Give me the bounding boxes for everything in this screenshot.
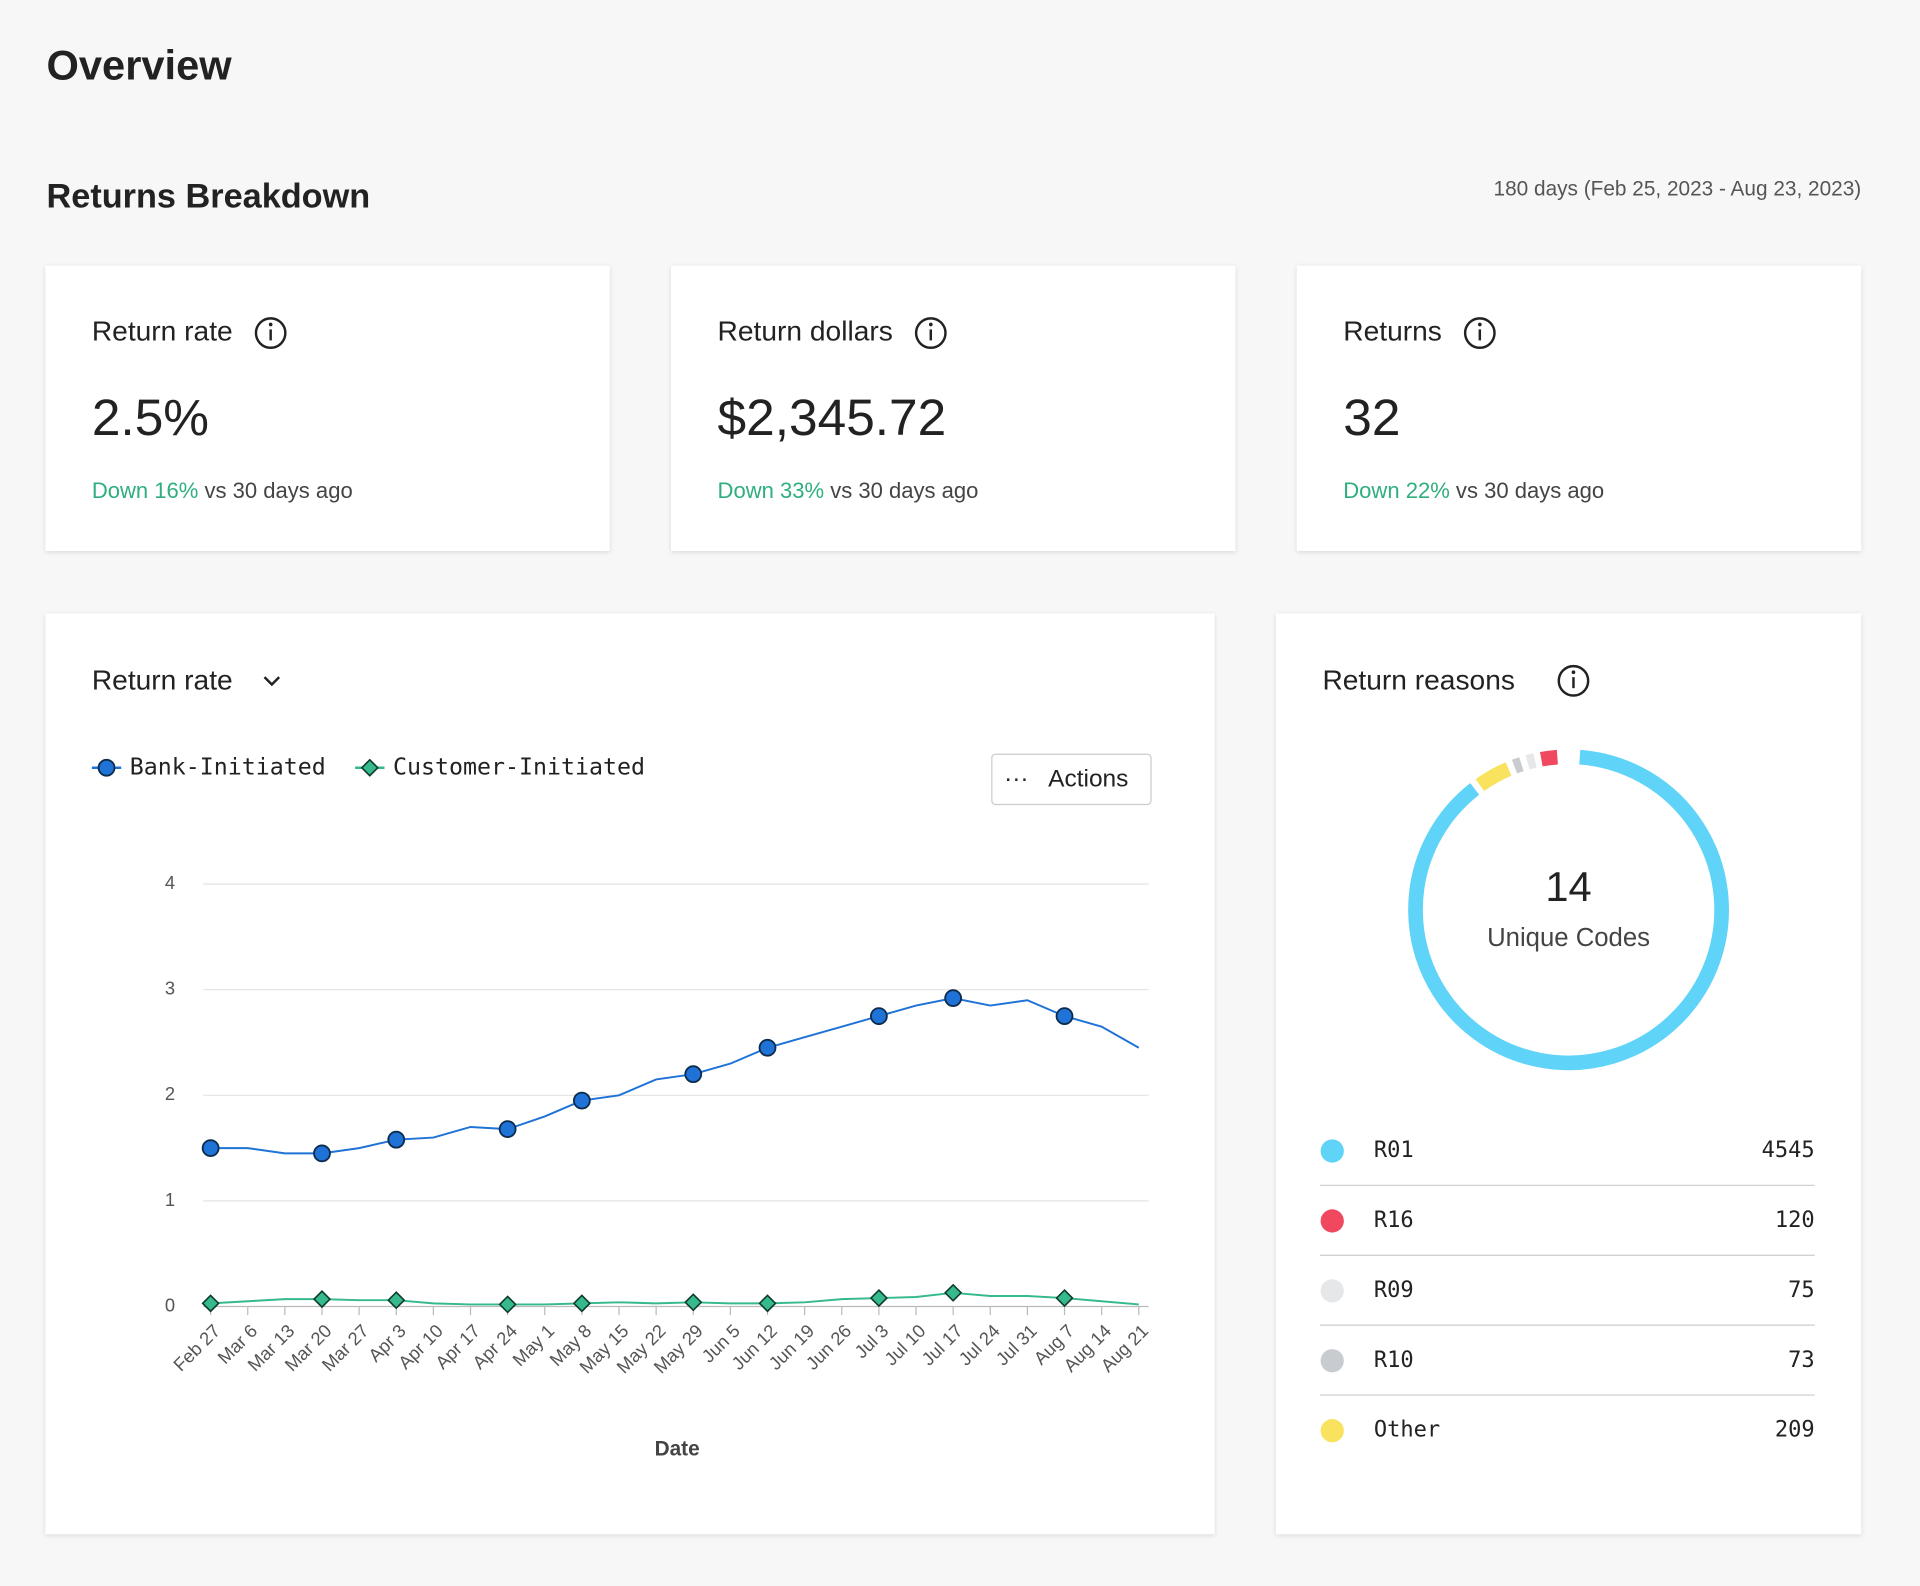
y-tick-label: 4 [165, 872, 175, 893]
legend-dot [1320, 1209, 1344, 1233]
kpi-change: Down 22% [1343, 478, 1450, 503]
kpi-value: $2,345.72 [718, 388, 947, 446]
legend-item: Bank-Initiated [91, 753, 326, 780]
series-line [210, 1291, 1139, 1306]
info-icon[interactable] [1557, 664, 1590, 697]
y-tick-label: 2 [165, 1083, 175, 1104]
donut-title: Return reasons [1322, 664, 1515, 695]
legend-value: 75 [1788, 1278, 1815, 1303]
legend-label: Bank-Initiated [130, 753, 326, 780]
legend-dot [1320, 1279, 1344, 1303]
point-marker [944, 989, 963, 1008]
kpi-card [671, 265, 1236, 552]
point-marker [758, 1038, 777, 1057]
info-ring [914, 317, 947, 349]
kpi-change: Down 33% [718, 478, 825, 503]
point-marker [869, 1288, 888, 1308]
donut-segment [1525, 753, 1537, 770]
x-axis-title: Date [655, 1437, 700, 1460]
info-ring [254, 317, 287, 349]
date-range: 180 days (Feb 25, 2023 - Aug 23, 2023) [1494, 177, 1862, 200]
point-marker [758, 1294, 777, 1313]
point-marker [97, 758, 116, 777]
point-marker [870, 1007, 888, 1025]
info-icon[interactable] [254, 317, 287, 349]
info-icon[interactable] [914, 317, 947, 349]
donut-center-value: 14 [1545, 863, 1591, 910]
donut-segment [1540, 749, 1558, 767]
actions-dots[interactable]: ··· [1004, 765, 1028, 792]
kpi-comparison: vs 30 days ago [205, 478, 353, 503]
donut-segment [1408, 749, 1729, 1071]
point-marker [312, 1290, 332, 1309]
point-marker [498, 1295, 517, 1314]
point-marker [572, 1294, 591, 1313]
info-icon[interactable] [1463, 317, 1496, 349]
kpi-card [45, 265, 610, 552]
kpi-card [1296, 265, 1862, 552]
point-marker [573, 1091, 591, 1110]
donut-segment [1511, 757, 1524, 774]
chart-title[interactable]: Return rate [92, 664, 233, 695]
kpi-label: Returns [1343, 315, 1442, 346]
chart-card [45, 613, 1215, 1535]
donut-segment [1475, 762, 1512, 792]
legend-dot [1320, 1349, 1344, 1373]
kpi-comparison: vs 30 days ago [830, 478, 978, 503]
point-marker [944, 1283, 963, 1302]
actions-label[interactable]: Actions [1048, 765, 1128, 792]
point-marker [201, 1294, 220, 1313]
dropdown-icon[interactable] [263, 676, 281, 687]
donut-card [1275, 613, 1862, 1535]
point-marker [684, 1293, 703, 1312]
kpi-value: 2.5% [92, 388, 209, 446]
legend-value: 73 [1788, 1348, 1815, 1373]
info-dot [1477, 322, 1482, 327]
kpi-label: Return dollars [718, 315, 893, 346]
point-marker [1055, 1288, 1074, 1308]
info-dot [268, 322, 273, 327]
kpi-value: 32 [1343, 388, 1400, 446]
legend-value: 4545 [1762, 1138, 1815, 1163]
donut-center-label: Unique Codes [1487, 924, 1650, 952]
legend-value: 209 [1775, 1418, 1815, 1443]
section-title: Returns Breakdown [47, 177, 371, 215]
series-line [210, 997, 1140, 1155]
y-tick-label: 3 [165, 978, 175, 999]
kpi-comparison: vs 30 days ago [1456, 478, 1604, 503]
legend-label: R01 [1374, 1138, 1414, 1163]
legend-item: Customer-Initiated [355, 753, 645, 780]
kpi-label: Return rate [92, 315, 233, 346]
kpi-change: Down 16% [92, 478, 199, 503]
legend-dot [1320, 1139, 1344, 1163]
point-marker [498, 1120, 517, 1138]
point-marker [360, 758, 379, 777]
point-marker [1055, 1007, 1074, 1025]
page-title: Overview [47, 42, 233, 89]
point-marker [684, 1065, 703, 1084]
actions-button[interactable] [991, 753, 1152, 806]
legend-label: Customer-Initiated [393, 753, 645, 780]
y-tick-label: 0 [165, 1294, 175, 1315]
point-marker [387, 1130, 406, 1149]
legend-label: R16 [1374, 1208, 1414, 1233]
point-marker [387, 1291, 406, 1310]
legend-value: 120 [1775, 1208, 1815, 1233]
info-ring [1463, 317, 1496, 349]
legend-label: Other [1374, 1418, 1440, 1443]
info-dot [928, 322, 933, 327]
legend-dot [1320, 1419, 1344, 1443]
point-marker [201, 1139, 220, 1157]
legend-label: R09 [1374, 1278, 1414, 1303]
y-tick-label: 1 [165, 1189, 175, 1210]
point-marker [313, 1144, 331, 1163]
legend-label: R10 [1374, 1348, 1414, 1373]
